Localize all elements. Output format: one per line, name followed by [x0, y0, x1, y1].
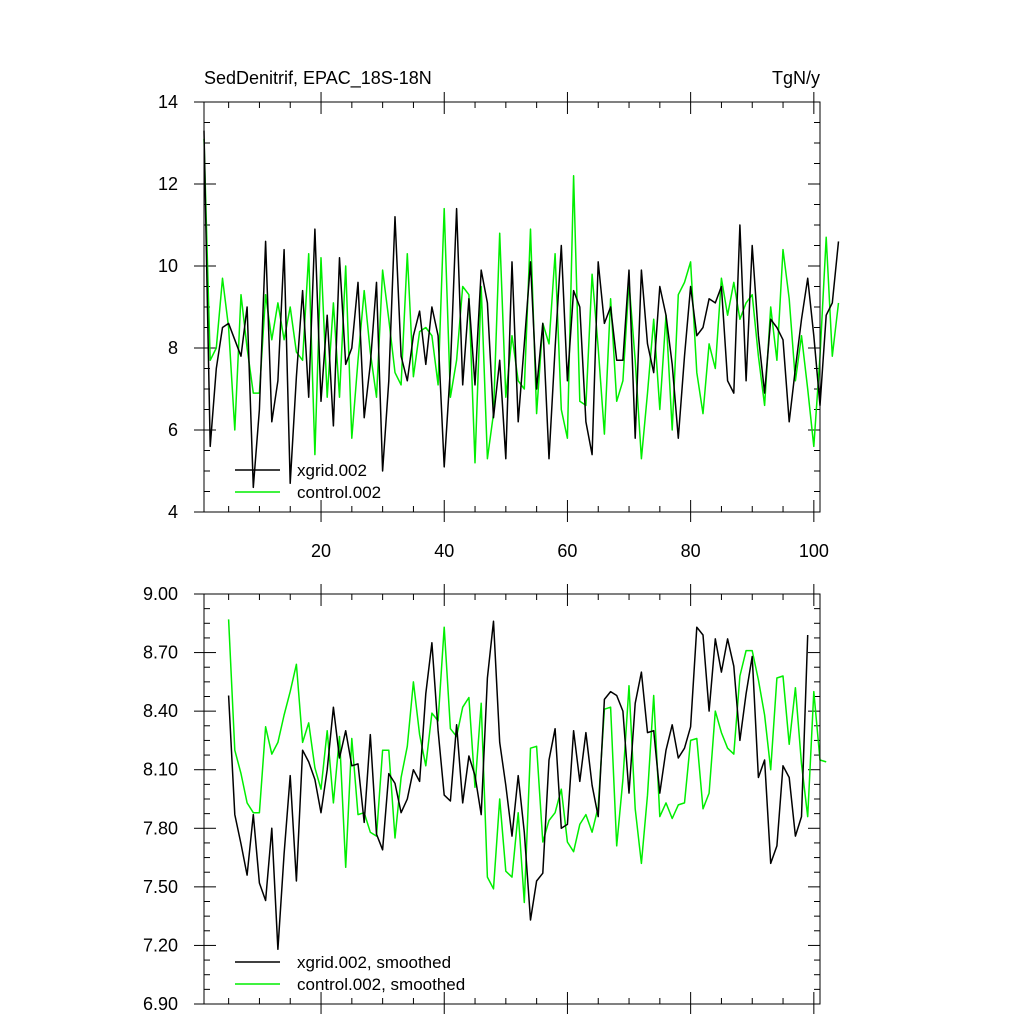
y-tick-label: 9.00: [143, 584, 178, 604]
chart-units-label: TgN/y: [772, 68, 820, 88]
legend: xgrid.002 control.002: [235, 461, 381, 502]
series-lines: [203, 130, 840, 489]
series-line: [203, 130, 840, 489]
y-tick-label: 6.90: [143, 994, 178, 1014]
x-tick-label: 80: [681, 541, 701, 561]
y-tick-label: 4: [168, 502, 178, 522]
series-line: [227, 619, 827, 904]
y-tick-labels: 4 6 8 10 12 14: [158, 92, 178, 522]
bottom-panel: 6.90 7.20 7.50 7.80 8.10 8.40 8.70 9.00 xgrid.0…: [143, 584, 827, 1014]
series-line: [227, 620, 809, 951]
y-tick-label: 8.40: [143, 701, 178, 721]
y-tick-label: 8.10: [143, 760, 178, 780]
series-lines: [227, 619, 827, 951]
x-tick-label: 100: [799, 541, 829, 561]
y-tick-label: 12: [158, 174, 178, 194]
legend: xgrid.002, smoothed control.002, smoothed: [235, 953, 465, 994]
legend-label: control.002: [297, 483, 381, 502]
x-tick-label: 40: [434, 541, 454, 561]
x-tick-labels: 20 40 60 80 100: [311, 541, 829, 561]
chart-title-left: SedDenitrif, EPAC_18S-18N: [204, 68, 432, 89]
y-tick-label: 8: [168, 338, 178, 358]
legend-label: xgrid.002, smoothed: [297, 953, 451, 972]
y-tick-label: 10: [158, 256, 178, 276]
y-tick-label: 7.80: [143, 818, 178, 838]
y-tick-label: 14: [158, 92, 178, 112]
y-tick-labels: 6.90 7.20 7.50 7.80 8.10 8.40 8.70 9.00: [143, 584, 178, 1014]
y-tick-label: 7.50: [143, 877, 178, 897]
top-panel: SedDenitrif, EPAC_18S-18N TgN/y 4 6 8 10 12 1…: [158, 68, 840, 561]
y-tick-label: 8.70: [143, 643, 178, 663]
legend-label: xgrid.002: [297, 461, 367, 480]
axis-ticks: [194, 92, 820, 522]
y-tick-label: 7.20: [143, 935, 178, 955]
plot-frame: [203, 101, 821, 513]
y-tick-label: 6: [168, 420, 178, 440]
plot-frame: [203, 593, 821, 1005]
x-tick-label: 60: [557, 541, 577, 561]
x-tick-label: 20: [311, 541, 331, 561]
legend-label: control.002, smoothed: [297, 975, 465, 994]
